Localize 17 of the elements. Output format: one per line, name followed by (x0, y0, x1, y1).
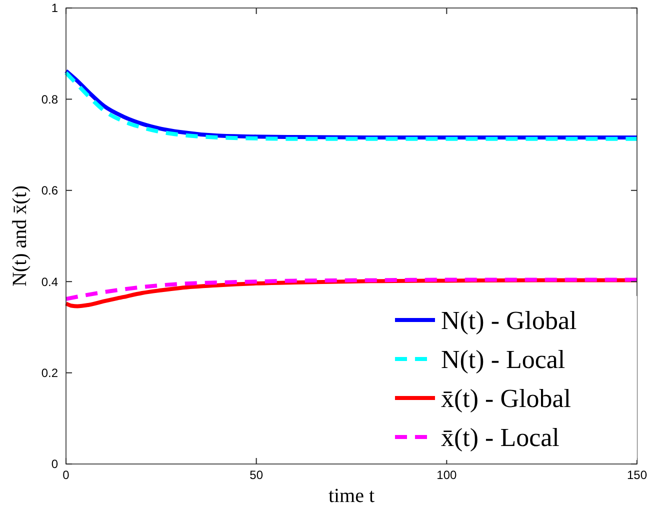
legend-label: x̄(t) - Local (441, 423, 560, 452)
y-tick-label: 0.6 (41, 184, 58, 198)
y-tick-label: 0.2 (41, 366, 58, 380)
x-tick-label: 100 (436, 468, 457, 482)
x-axis-title: time t (328, 485, 375, 507)
x-tick-label: 150 (626, 468, 647, 482)
legend-label: N(t) - Global (441, 306, 577, 336)
y-tick-label: 0 (51, 457, 58, 472)
y-axis-title: N(t) and x̄(t) (9, 185, 31, 287)
y-tick-label: 0.4 (41, 274, 58, 289)
line-series (64, 278, 639, 301)
y-tick-label: 0.8 (41, 92, 58, 106)
y-tick-label: 1 (51, 1, 58, 16)
x-tick-label: 0 (62, 468, 70, 482)
x-tick-label: 50 (250, 468, 264, 482)
legend-label: N(t) - Local (441, 345, 566, 374)
legend-label: x̄(t) - Global (441, 384, 571, 414)
